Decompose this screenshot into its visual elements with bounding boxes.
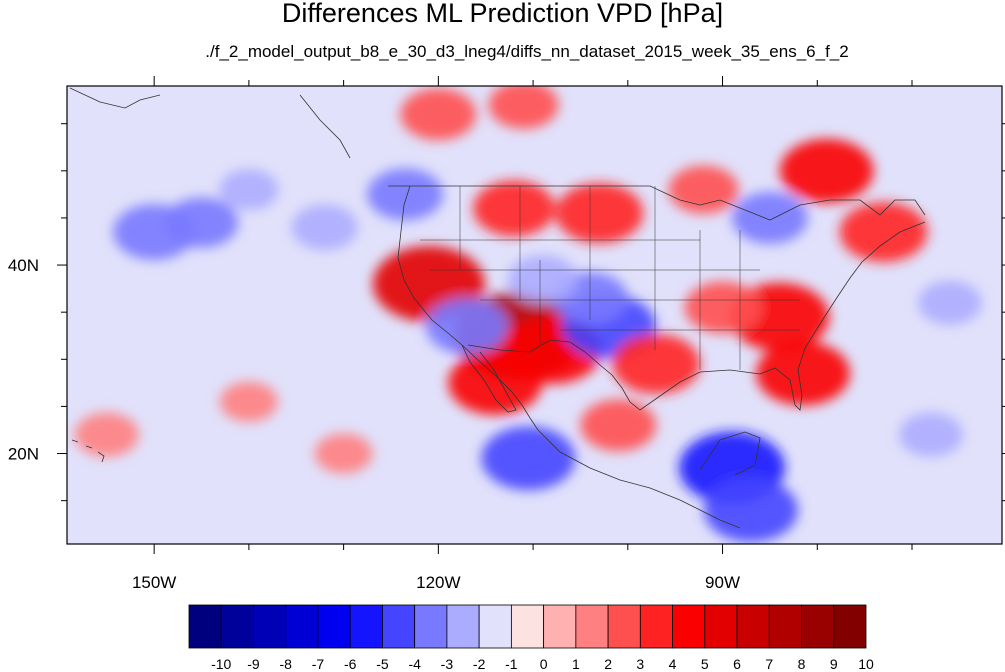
interior-state-lines: [420, 186, 800, 370]
field-feature-18: [668, 165, 739, 214]
colorbar-labels: -10 -9 -8 -7 -6 -5 -4 -3 -2 -1 0 1 2 3 4 5 6 7 8 9 10: [211, 656, 874, 672]
colorbar-label: -10: [211, 656, 231, 672]
figure-subtitle: ./f_2_model_output_b8_e_30_d3_lneg4/diff…: [205, 42, 849, 61]
field-feature-26: [481, 426, 576, 491]
colorbar-swatch: [317, 604, 351, 649]
field-feature-24: [684, 281, 761, 334]
hawaii: [71, 439, 105, 463]
colorbar-label: 4: [669, 656, 677, 672]
colorbar-label: 10: [858, 656, 874, 672]
field-feature-32: [314, 433, 373, 474]
field-feature-5: [400, 88, 477, 141]
field-feature-23: [756, 341, 851, 406]
field-feature-1: [164, 197, 239, 248]
us-mexico-border: [467, 339, 586, 353]
colorbar-label: 0: [540, 656, 548, 672]
alaska-coast: [69, 87, 351, 159]
colorbar-label: -2: [473, 656, 486, 672]
colorbar-label: -1: [505, 656, 518, 672]
field-feature-19: [731, 191, 808, 244]
colorbar: [188, 604, 867, 649]
colorbar-swatch: [220, 604, 254, 649]
colorbar-swatch: [543, 604, 577, 649]
colorbar-label: 1: [572, 656, 580, 672]
colorbar-label: 7: [765, 656, 773, 672]
field-feature-34: [898, 412, 963, 457]
colorbar-label: -6: [344, 656, 357, 672]
baja-peninsula: [461, 344, 517, 413]
mexico-south-coast: [537, 429, 741, 529]
lon-tick-label: 90W: [705, 573, 740, 592]
field-feature-30: [74, 412, 139, 457]
lon-tick-label: 150W: [132, 573, 176, 592]
figure-title: Differences ML Prediction VPD [hPa]: [281, 0, 724, 28]
colorbar-label: 5: [701, 656, 709, 672]
lon-tick-label: 120W: [416, 573, 460, 592]
field-feature-21: [839, 202, 928, 263]
us-west-coast: [397, 185, 539, 431]
colorbar-label: 2: [604, 656, 612, 672]
colorbar-swatch: [285, 604, 319, 649]
gulf-coast: [584, 221, 926, 411]
field-feature-25: [367, 168, 444, 221]
colorbar-label: -3: [441, 656, 454, 672]
colorbar-label: 6: [733, 656, 741, 672]
colorbar-swatch: [768, 604, 802, 649]
colorbar-swatch: [801, 604, 835, 649]
field-feature-11: [425, 298, 508, 355]
colorbar-swatch: [510, 604, 545, 649]
colorbar-label: -9: [247, 656, 260, 672]
field-feature-28: [703, 478, 798, 543]
colorbar-swatch: [736, 604, 770, 649]
coastlines: [69, 87, 926, 529]
colorbar-swatch: [478, 604, 512, 649]
field-feature-6: [488, 86, 559, 129]
colorbar-swatch: [704, 604, 738, 649]
colorbar-swatch: [607, 604, 641, 649]
field-feature-16: [555, 183, 644, 244]
field-feature-33: [917, 280, 982, 325]
field-feature-2: [291, 204, 358, 251]
colorbar-swatch: [575, 604, 609, 649]
colorbar-swatch: [349, 604, 383, 649]
colorbar-label: 3: [636, 656, 644, 672]
colorbar-swatch: [639, 604, 673, 649]
colorbar-label: 9: [830, 656, 838, 672]
map-panel: [66, 85, 1003, 545]
colorbar-swatch: [833, 604, 867, 649]
field-feature-29: [580, 399, 657, 452]
field-feature-10: [448, 350, 543, 415]
colorbar-swatch: [188, 604, 222, 649]
field-feature-15: [612, 334, 701, 395]
colorbar-label: 8: [798, 656, 806, 672]
colorbar-swatch: [382, 604, 416, 649]
map-border: [66, 85, 1003, 545]
colorbar-label: -4: [408, 656, 421, 672]
colorbar-label: -7: [312, 656, 325, 672]
field-feature-14: [507, 255, 578, 304]
field-feature-3: [219, 169, 279, 211]
yucatan: [699, 431, 761, 476]
colorbar-swatch: [253, 604, 287, 649]
field-feature-17: [473, 180, 556, 237]
colorbar-label: -5: [376, 656, 389, 672]
lat-tick-label: 20N: [8, 445, 39, 464]
colorbar-swatch: [414, 604, 448, 649]
us-canada-border: [388, 185, 926, 221]
colorbar-swatch: [446, 604, 480, 649]
lat-tick-label: 40N: [8, 256, 39, 275]
axis-ticks: [57, 76, 1005, 554]
colorbar-swatch: [672, 604, 706, 649]
field-feature-20: [779, 138, 874, 203]
axis-tick-labels: 150W 120W 90W 40N 20N: [8, 256, 740, 592]
field-feature-31: [219, 381, 278, 422]
colorbar-label: -8: [279, 656, 292, 672]
